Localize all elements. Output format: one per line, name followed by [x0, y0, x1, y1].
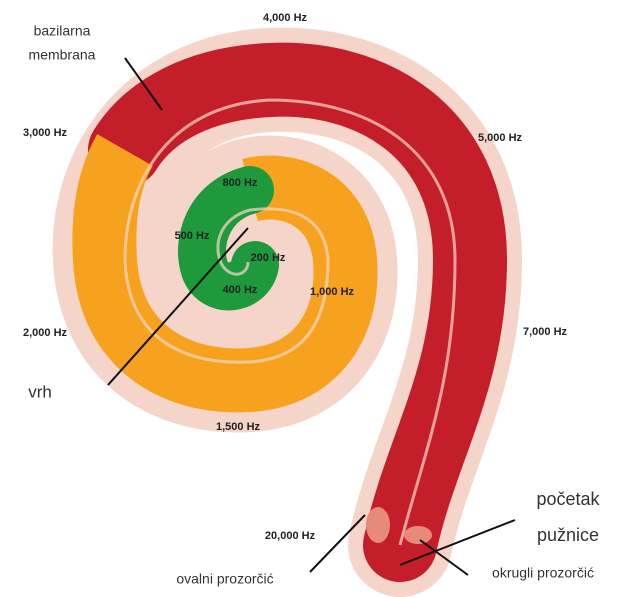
frequency-label: 3,000 Hz: [23, 127, 68, 139]
cochlea-shape: [104, 80, 470, 545]
frequency-label: 800 Hz: [223, 177, 258, 189]
label: pužnice: [537, 525, 599, 545]
frequency-label: 400 Hz: [223, 284, 258, 296]
frequency-label: 500 Hz: [175, 230, 210, 242]
label: okrugli prozorčić: [492, 565, 594, 581]
frequency-label: 2,000 Hz: [23, 327, 68, 339]
cochlea-diagram: 4,000 Hz 3,000 Hz 5,000 Hz 800 Hz 500 Hz 200 …: [0, 0, 638, 597]
frequency-label: 1,500 Hz: [216, 421, 261, 433]
label: ovalni prozorčić: [176, 571, 273, 587]
frequency-label: 20,000 Hz: [265, 530, 316, 542]
label: bazilarna: [34, 23, 91, 39]
frequency-label: 1,000 Hz: [310, 286, 355, 298]
frequency-label: 5,000 Hz: [478, 132, 523, 144]
label: početak: [536, 489, 600, 509]
frequency-label: 7,000 Hz: [523, 326, 568, 338]
frequency-label: 4,000 Hz: [263, 12, 308, 24]
frequency-label: 200 Hz: [251, 252, 286, 264]
label: vrh: [28, 382, 52, 401]
label: membrana: [29, 47, 96, 63]
